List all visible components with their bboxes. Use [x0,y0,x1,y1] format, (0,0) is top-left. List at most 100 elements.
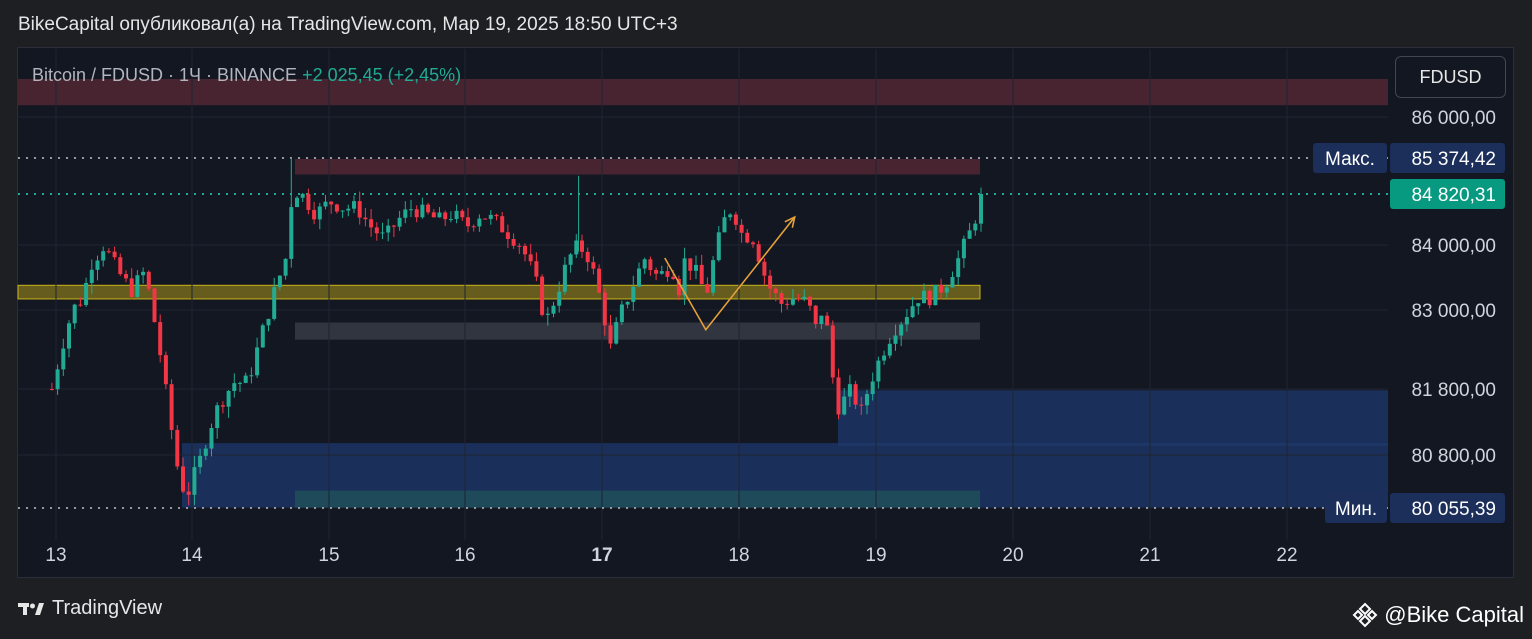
candle [528,243,533,266]
candle [836,368,841,420]
candle [688,258,693,281]
candle-body [129,278,134,297]
candle [460,208,465,221]
candle-body [106,251,111,253]
candle-body [545,313,550,315]
candle [847,375,852,407]
current-price-badge [1390,179,1505,209]
candle-body [84,282,89,305]
candle [408,199,413,218]
candle [825,312,830,326]
y-tick-label: 84 000,00 [1411,236,1496,257]
candle [585,247,590,272]
candle [129,268,134,300]
marker-label: Мин. [1335,499,1377,520]
symbol-name: Bitcoin / FDUSD · 1Ч · BINANCE [32,65,298,85]
candle [711,256,716,296]
marker-label: Макс. [1325,149,1375,170]
candle-body [887,343,892,356]
candle [785,297,790,310]
candle-body [448,219,453,221]
candle-body [904,317,909,325]
candle [72,303,77,329]
candle [169,379,174,440]
candle-body [802,296,807,299]
candle-body [859,404,864,406]
candle [198,448,203,474]
candle-body [705,284,710,293]
candle [266,318,271,332]
candle-body [842,396,847,415]
candle-body [329,201,334,205]
candle-body [266,318,271,326]
candle-body [386,225,391,233]
candle-body [939,284,944,293]
candle [346,204,351,217]
candle-body [568,254,573,265]
candle [500,212,505,233]
candle [220,401,225,414]
candle [956,250,961,285]
candle [95,255,100,281]
candle [158,314,163,363]
candle [768,269,773,299]
candle-body [973,223,978,231]
y-tick-label: 81 800,00 [1411,380,1496,401]
candle-body [722,217,727,233]
candle [203,444,208,461]
candle-body [306,193,311,210]
candle [773,284,778,302]
candle [226,389,231,418]
zones-layer [17,79,1388,508]
candle-body [733,214,738,225]
candle-body [249,375,254,377]
candle [916,303,921,315]
candle-body [397,217,402,227]
x-tick-label: 13 [45,545,66,566]
candle [648,256,653,276]
tradingview-brand[interactable]: TradingView [18,597,162,620]
candle-body [961,238,966,259]
candle [961,235,966,268]
candle-body [750,242,755,245]
marker-label-bg [1325,493,1387,523]
candle [705,277,710,294]
candle-body [511,239,516,246]
candle [517,243,522,254]
candle-body [95,260,100,270]
candle [300,192,305,202]
candle [756,240,761,263]
candle-body [585,251,590,263]
candle [739,219,744,243]
candle [625,301,630,309]
candle [870,372,875,401]
candle-body [608,325,613,344]
candle [260,323,265,348]
candle [369,208,374,237]
currency-button[interactable]: FDUSD [1395,56,1506,98]
candle [55,364,60,395]
candle-body [825,315,830,326]
candles-layer [49,158,983,506]
candle [146,270,151,292]
candle-body [186,491,191,495]
candle [882,350,887,365]
candle-body [408,209,413,211]
candle-body [180,466,185,492]
candle [944,284,949,298]
candle-body [317,206,322,220]
marker-value: 85 374,42 [1411,149,1496,170]
candle [106,248,111,254]
candle [426,202,431,215]
candle-body [950,277,955,288]
candle-body [642,259,647,269]
candle [403,201,408,224]
candle-body [483,218,488,220]
candle [209,423,214,457]
candle [568,252,573,273]
candle [551,301,556,318]
candle-body [557,291,562,306]
candle [101,246,106,267]
candle-body [380,232,385,234]
